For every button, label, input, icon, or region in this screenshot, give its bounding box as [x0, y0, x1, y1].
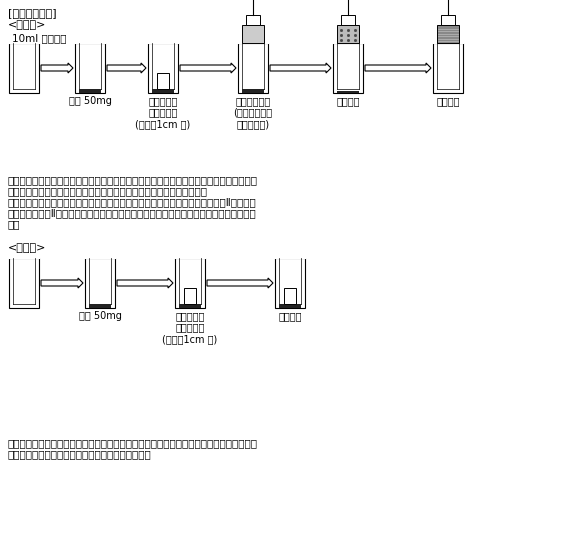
Bar — [437, 25, 459, 43]
Text: 誘導され魚肉に吸収され、約６０分で検体の全部が魚肉に吸収された。: 誘導され魚肉に吸収され、約６０分で検体の全部が魚肉に吸収された。 — [8, 186, 208, 196]
Text: た。: た。 — [8, 219, 20, 229]
Polygon shape — [180, 63, 236, 73]
Text: 磁石をセット
(魚肉に接して
磁石を吊す): 磁石をセット (魚肉に接して 磁石を吊す) — [233, 96, 273, 129]
Text: ６０分後: ６０分後 — [278, 311, 302, 321]
Bar — [341, 15, 355, 25]
Bar — [148, 43, 178, 93]
Polygon shape — [41, 278, 83, 288]
Text: 検体の上に
魚肉を静置
(魚肉：1cm 角): 検体の上に 魚肉を静置 (魚肉：1cm 角) — [135, 96, 191, 129]
Bar — [279, 304, 301, 308]
Text: １５分後: １５分後 — [336, 96, 360, 106]
Bar — [79, 89, 101, 93]
Text: ６０分後: ６０分後 — [436, 96, 460, 106]
Bar — [333, 43, 363, 93]
Bar — [242, 89, 264, 93]
Bar — [179, 304, 201, 308]
Bar — [337, 91, 359, 93]
Text: 検体 50mg: 検体 50mg — [69, 96, 111, 106]
Bar — [242, 25, 264, 43]
Text: ｄａ］および［Ⅱ－１０ａ～ｄａ］ついて実験を行ったが、ほとんど同一の結果が得られ: ｄａ］および［Ⅱ－１０ａ～ｄａ］ついて実験を行ったが、ほとんど同一の結果が得られ — [8, 208, 257, 218]
Text: <本試験>: <本試験> — [8, 20, 47, 30]
Bar — [9, 258, 39, 308]
Bar — [85, 258, 115, 308]
Bar — [337, 25, 359, 43]
Text: 後において、魚肉への吸収が全く起こらなかった。: 後において、魚肉への吸収が全く起こらなかった。 — [8, 449, 152, 459]
Polygon shape — [41, 63, 73, 73]
Text: 本試験に用いた検体のすべてについて、磁石を用いない空試験を行ったところ、６０分: 本試験に用いた検体のすべてについて、磁石を用いない空試験を行ったところ、６０分 — [8, 438, 258, 448]
Bar — [89, 304, 111, 308]
Text: 磁石をセットすると、すぐに検体の誘導が始まり、約１５分で検体の半分程度が磁石に: 磁石をセットすると、すぐに検体の誘導が始まり、約１５分で検体の半分程度が磁石に — [8, 175, 258, 185]
Polygon shape — [117, 278, 173, 288]
Bar — [238, 43, 268, 93]
Bar — [246, 15, 260, 25]
Bar — [152, 89, 174, 93]
Bar — [157, 73, 169, 89]
Text: [実験操作方法]: [実験操作方法] — [8, 8, 57, 18]
Polygon shape — [365, 63, 431, 73]
Text: 検体の上に
魚肉を静置
(魚肉：1cm 角): 検体の上に 魚肉を静置 (魚肉：1cm 角) — [163, 311, 217, 344]
Text: 尚、検体は［Ｉ－１ａ］、［Ｉ－３ａ］、［Ｉ－４ａ］、［Ｉ－６ａ］、［Ⅱ－７ａ～: 尚、検体は［Ｉ－１ａ］、［Ｉ－３ａ］、［Ｉ－４ａ］、［Ｉ－６ａ］、［Ⅱ－７ａ～ — [8, 197, 257, 207]
Bar — [441, 15, 455, 25]
Text: 10ml ガラス瓶: 10ml ガラス瓶 — [12, 33, 66, 43]
Text: <空試験>: <空試験> — [8, 243, 47, 253]
Bar — [275, 258, 305, 308]
Bar — [75, 43, 105, 93]
Bar — [433, 43, 463, 93]
Bar — [175, 258, 205, 308]
Polygon shape — [270, 63, 331, 73]
Bar — [9, 43, 39, 93]
Polygon shape — [207, 278, 273, 288]
Polygon shape — [107, 63, 146, 73]
Bar — [284, 288, 296, 304]
Bar — [184, 288, 196, 304]
Text: 検体 50mg: 検体 50mg — [79, 311, 121, 321]
